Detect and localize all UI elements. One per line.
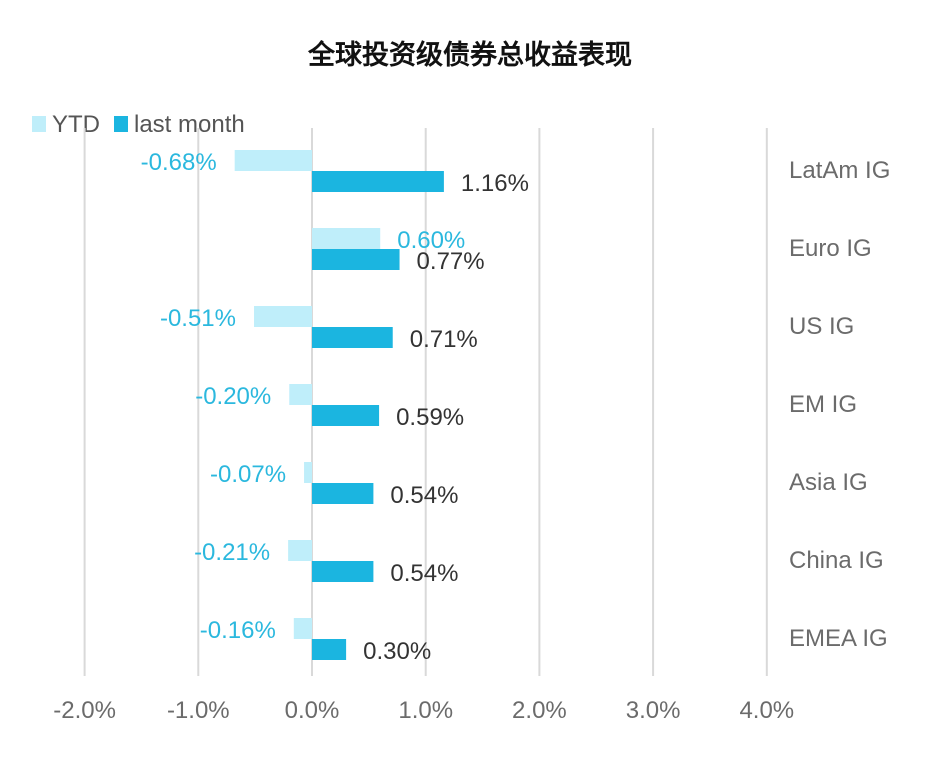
x-tick-label: 4.0% <box>739 697 794 724</box>
category-label-emea-ig: EMEA IG <box>789 625 888 652</box>
bar-ytd-china-ig <box>288 540 312 561</box>
data-labels: -0.68% 1.16% 0.60%0.77% -0.51% 0.71% -0.20% 0.… <box>141 149 529 665</box>
data-label-last-month-em-ig: 0.59% <box>396 404 464 431</box>
category-label-em-ig: EM IG <box>789 391 857 418</box>
bar-ytd-us-ig <box>254 306 312 327</box>
x-tick-label: -2.0% <box>53 697 116 724</box>
data-label-ytd-us-ig: -0.51% <box>160 305 236 332</box>
data-label-last-month-emea-ig: 0.30% <box>363 638 431 665</box>
bar-ytd-asia-ig <box>304 462 312 483</box>
gridlines <box>83 128 768 676</box>
x-tick-label: 0.0% <box>285 697 340 724</box>
bar-last-month-asia-ig <box>312 483 374 504</box>
data-label-last-month-latam-ig: 1.16% <box>461 170 529 197</box>
data-label-ytd-em-ig: -0.20% <box>195 383 271 410</box>
x-axis-ticks: -2.0% -1.0% 0.0% 1.0% 2.0% 3.0% 4.0% <box>53 697 794 724</box>
data-label-ytd-emea-ig: -0.16% <box>200 617 276 644</box>
bar-ytd-euro-ig <box>312 228 381 249</box>
x-tick-label: 1.0% <box>398 697 453 724</box>
bar-ytd-emea-ig <box>293 618 312 639</box>
legend: YTD last month <box>32 111 245 138</box>
category-label-us-ig: US IG <box>789 313 854 340</box>
data-label-ytd-china-ig: -0.21% <box>194 539 270 566</box>
bar-last-month-em-ig <box>312 405 380 426</box>
data-label-ytd-asia-ig: -0.07% <box>210 461 286 488</box>
legend-swatch-ytd <box>32 116 46 132</box>
category-labels: LatAm IG Euro IG US IG EM IG Asia IG China IG… <box>789 157 890 652</box>
legend-swatch-last-month <box>114 116 128 132</box>
data-label-last-month-euro-ig: 0.77% <box>417 248 485 275</box>
data-label-ytd-euro-ig: 0.60% <box>397 227 465 254</box>
chart-title: 全球投资级债券总收益表现 <box>307 39 632 70</box>
bar-last-month-china-ig <box>312 561 374 582</box>
bar-ytd-em-ig <box>289 384 312 405</box>
category-label-asia-ig: Asia IG <box>789 469 868 496</box>
data-label-last-month-us-ig: 0.71% <box>410 326 478 353</box>
data-label-last-month-china-ig: 0.54% <box>390 560 458 587</box>
bar-last-month-emea-ig <box>312 639 347 660</box>
bars <box>234 150 444 660</box>
data-label-last-month-asia-ig: 0.54% <box>390 482 458 509</box>
bar-last-month-latam-ig <box>312 171 444 192</box>
legend-label-last-month: last month <box>134 111 245 138</box>
x-tick-label: -1.0% <box>167 697 230 724</box>
legend-label-ytd: YTD <box>52 111 100 138</box>
category-label-euro-ig: Euro IG <box>789 235 872 262</box>
bar-last-month-us-ig <box>312 327 393 348</box>
category-label-latam-ig: LatAm IG <box>789 157 890 184</box>
data-label-ytd-latam-ig: -0.68% <box>141 149 217 176</box>
bar-ytd-latam-ig <box>234 150 312 171</box>
x-tick-label: 3.0% <box>626 697 681 724</box>
x-tick-label: 2.0% <box>512 697 567 724</box>
category-label-china-ig: China IG <box>789 547 884 574</box>
bar-last-month-euro-ig <box>312 249 400 270</box>
